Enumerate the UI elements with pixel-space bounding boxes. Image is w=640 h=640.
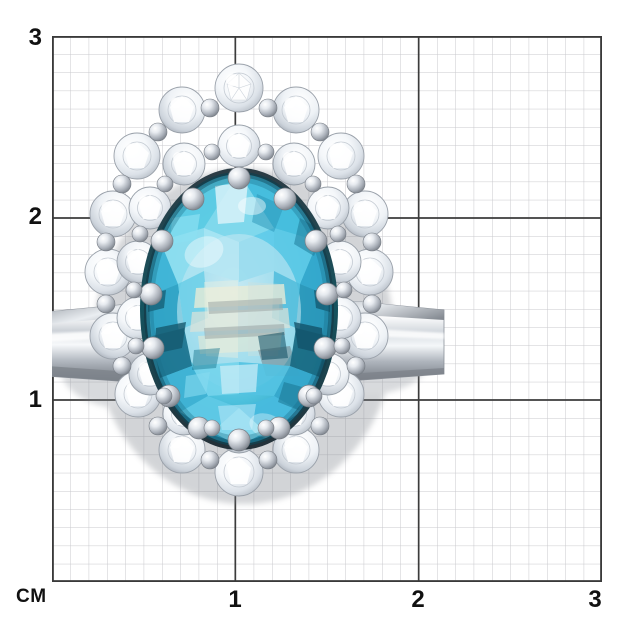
diamond: [89, 190, 137, 238]
prong: [258, 450, 278, 470]
prong: [304, 229, 328, 253]
prong-settings: [96, 98, 382, 470]
diamond: [128, 186, 172, 230]
prong: [200, 450, 220, 470]
diamond: [214, 447, 264, 497]
prong: [304, 175, 322, 193]
y-axis-tick-3: 3: [28, 24, 42, 51]
prong: [141, 336, 165, 360]
diamond: [158, 426, 206, 474]
prong: [148, 416, 168, 436]
diamond: [158, 86, 206, 134]
prong: [362, 232, 382, 252]
diamond: [217, 124, 261, 168]
prong: [131, 225, 149, 243]
prong: [181, 187, 205, 211]
prong: [362, 294, 382, 314]
prong: [273, 187, 297, 211]
prong: [329, 225, 347, 243]
prong: [96, 232, 116, 252]
prong: [257, 143, 275, 161]
x-axis-tick-3: 3: [588, 586, 602, 613]
diamond: [214, 63, 264, 113]
outer-diamond-halo: [84, 63, 394, 497]
prong: [310, 416, 330, 436]
prong: [335, 281, 353, 299]
diamond: [317, 132, 365, 180]
prong: [112, 356, 132, 376]
unit-label: CM: [16, 586, 47, 607]
diamond: [272, 426, 320, 474]
prong: [125, 281, 143, 299]
prong: [203, 143, 221, 161]
y-axis-tick-2: 2: [28, 203, 42, 230]
diamond: [341, 190, 389, 238]
prong: [257, 419, 275, 437]
prong: [200, 98, 220, 118]
prong: [346, 174, 366, 194]
prong: [310, 122, 330, 142]
x-axis-tick-1: 1: [228, 586, 242, 613]
diamond: [272, 86, 320, 134]
prong: [96, 294, 116, 314]
prong: [127, 337, 145, 355]
prong: [150, 229, 174, 253]
diamond: [272, 142, 316, 186]
prong: [346, 356, 366, 376]
ring-illustration: [52, 63, 445, 504]
ring-photo: [52, 36, 602, 582]
prong: [313, 336, 337, 360]
diamond: [162, 142, 206, 186]
prong: [155, 387, 173, 405]
prong: [258, 98, 278, 118]
prong: [112, 174, 132, 194]
prong: [305, 387, 323, 405]
x-axis-tick-2: 2: [411, 586, 425, 613]
prong: [156, 175, 174, 193]
prong: [148, 122, 168, 142]
prong: [333, 337, 351, 355]
prong: [227, 428, 251, 452]
prong: [203, 419, 221, 437]
center-gemstone: [140, 168, 338, 450]
prong: [139, 282, 163, 306]
prong: [315, 282, 339, 306]
y-axis-tick-1: 1: [28, 386, 42, 413]
diamond: [113, 132, 161, 180]
diamond: [306, 186, 350, 230]
prong: [227, 166, 251, 190]
